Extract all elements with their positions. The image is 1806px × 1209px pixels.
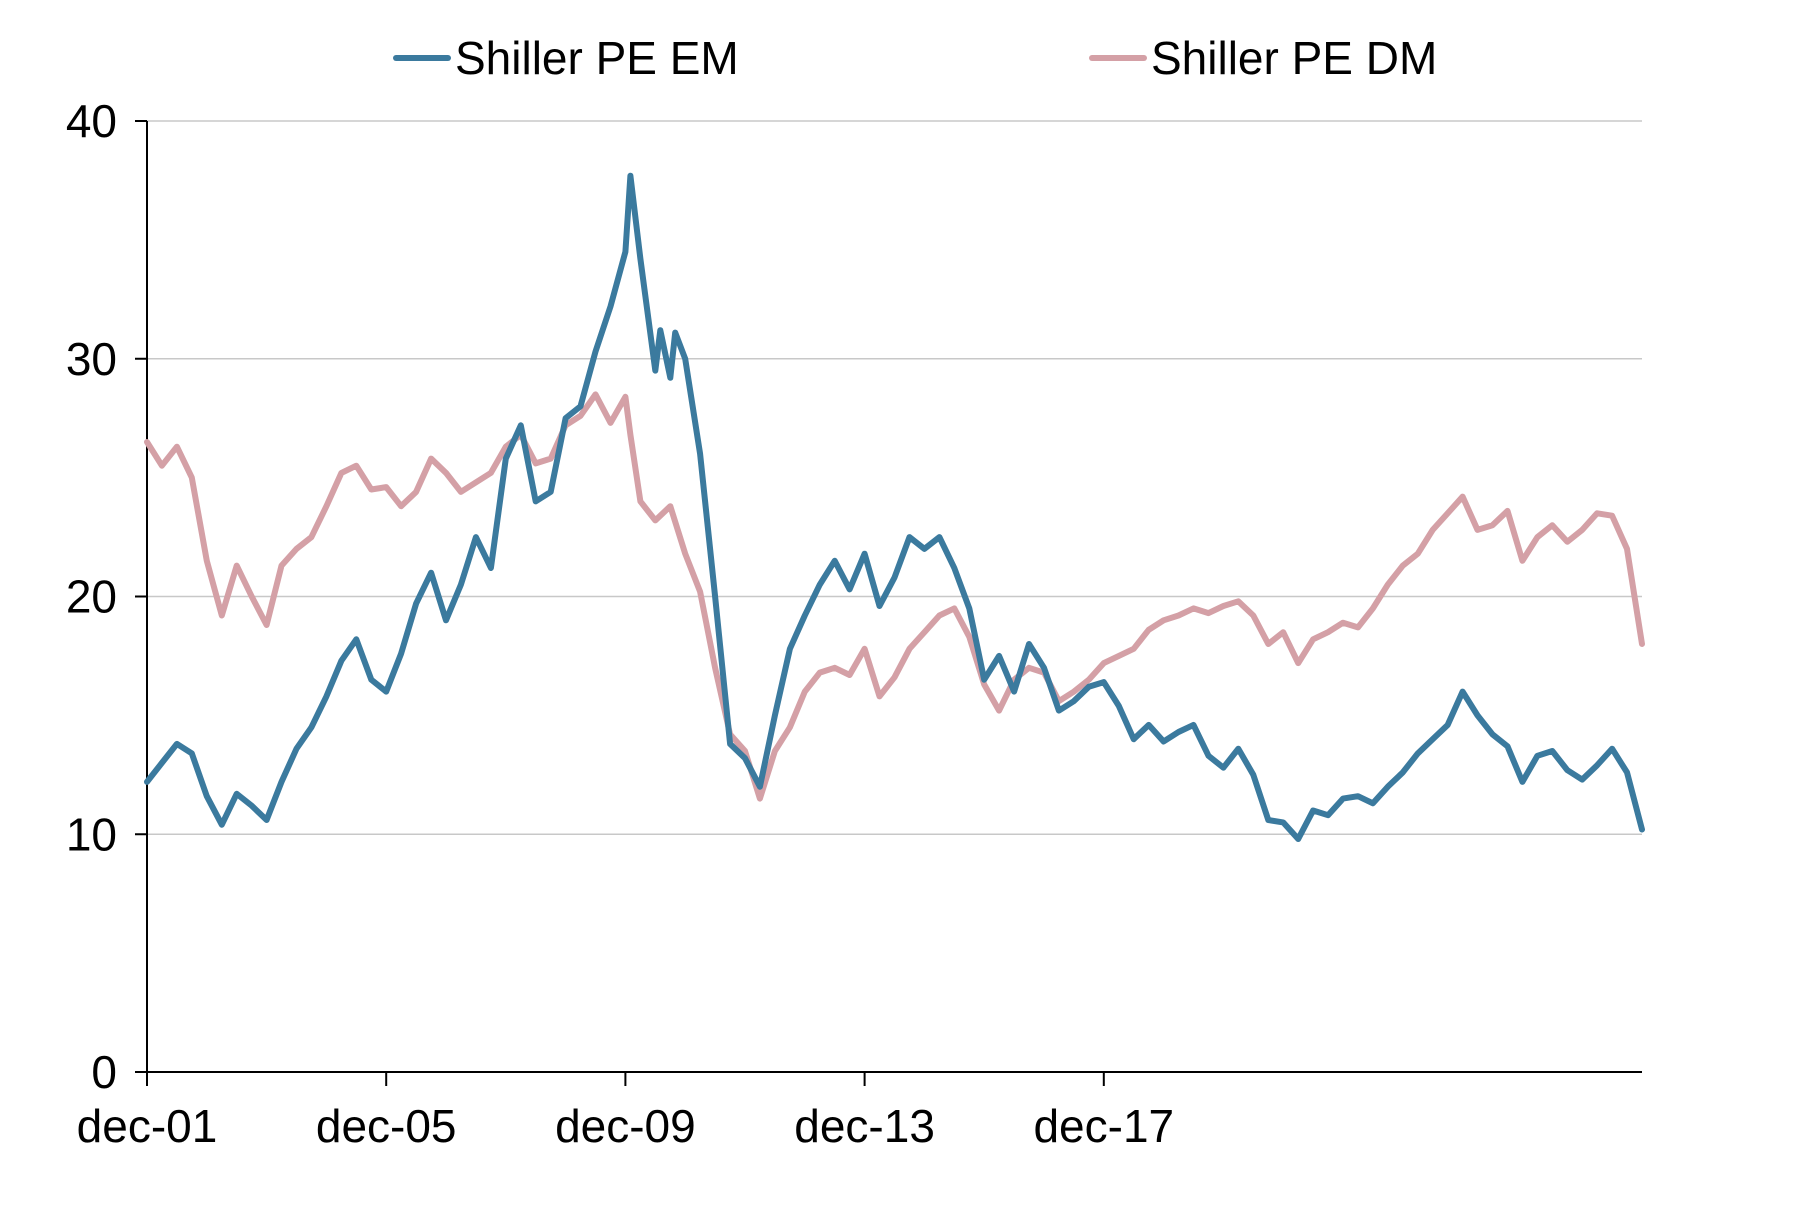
gridlines <box>147 120 1642 835</box>
x-tick-label: dec-05 <box>316 1100 457 1152</box>
legend-label-shiller-pe-dm: Shiller PE DM <box>1151 32 1437 84</box>
legend: Shiller PE EM Shiller PE DM <box>393 32 1437 84</box>
y-tick-label: 40 <box>66 95 117 147</box>
x-tick-label: dec-01 <box>77 1100 218 1152</box>
x-tick-label: dec-13 <box>794 1100 935 1152</box>
series-line-shiller-pe-dm <box>144 391 1645 802</box>
legend-label-shiller-pe-em: Shiller PE EM <box>455 32 739 84</box>
y-tick-label: 30 <box>66 333 117 385</box>
y-tick-label: 20 <box>66 571 117 623</box>
x-tick-label: dec-17 <box>1033 1100 1174 1152</box>
axes: 0 10 20 30 40 dec-01 dec-05 dec-09 dec-13 dec-17 <box>66 95 1642 1152</box>
series-lines <box>144 172 1645 842</box>
series-line-shiller-pe-em <box>144 172 1645 842</box>
x-tick-label: dec-09 <box>555 1100 696 1152</box>
y-tick-label: 10 <box>66 808 117 860</box>
y-tick-label: 0 <box>91 1046 117 1098</box>
